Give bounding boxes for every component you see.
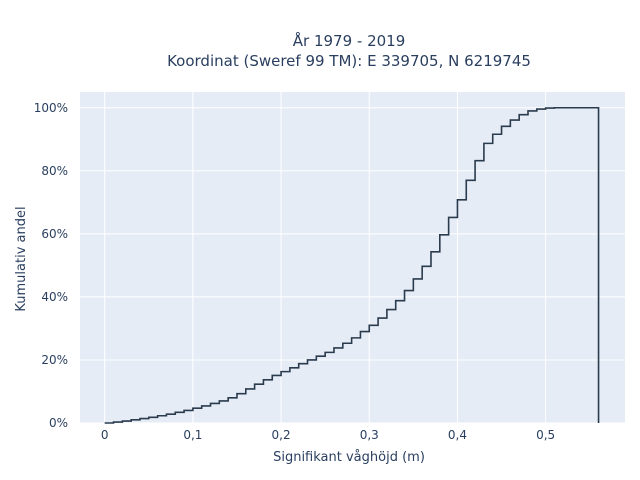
x-tick-label: 0,1 bbox=[183, 428, 202, 442]
x-tick-label: 0,3 bbox=[360, 428, 379, 442]
chart-title-line1: År 1979 - 2019 bbox=[293, 31, 406, 50]
plot-background bbox=[80, 92, 625, 423]
x-tick-label: 0,2 bbox=[272, 428, 291, 442]
x-axis-ticks: 0 0,1 0,2 0,3 0,4 0,5 bbox=[101, 428, 555, 442]
x-axis-title: Signifikant våghöjd (m) bbox=[273, 450, 425, 465]
x-tick-label: 0,5 bbox=[536, 428, 555, 442]
cumulative-distribution-line bbox=[104, 106, 600, 424]
chart-title-line2: Koordinat (Sweref 99 TM): E 339705, N 62… bbox=[167, 52, 531, 70]
y-tick-label: 60% bbox=[41, 227, 68, 241]
y-tick-label: 20% bbox=[41, 353, 68, 367]
grid bbox=[80, 92, 625, 424]
y-tick-label: 100% bbox=[34, 101, 68, 115]
y-tick-label: 0% bbox=[49, 416, 68, 430]
x-tick-label: 0,4 bbox=[448, 428, 467, 442]
y-axis-ticks: 0% 20% 40% 60% 80% 100% bbox=[34, 101, 68, 430]
y-tick-label: 80% bbox=[41, 164, 68, 178]
y-tick-label: 40% bbox=[41, 290, 68, 304]
x-tick-label: 0 bbox=[101, 428, 109, 442]
y-axis-title: Kumulativ andel bbox=[14, 206, 29, 311]
